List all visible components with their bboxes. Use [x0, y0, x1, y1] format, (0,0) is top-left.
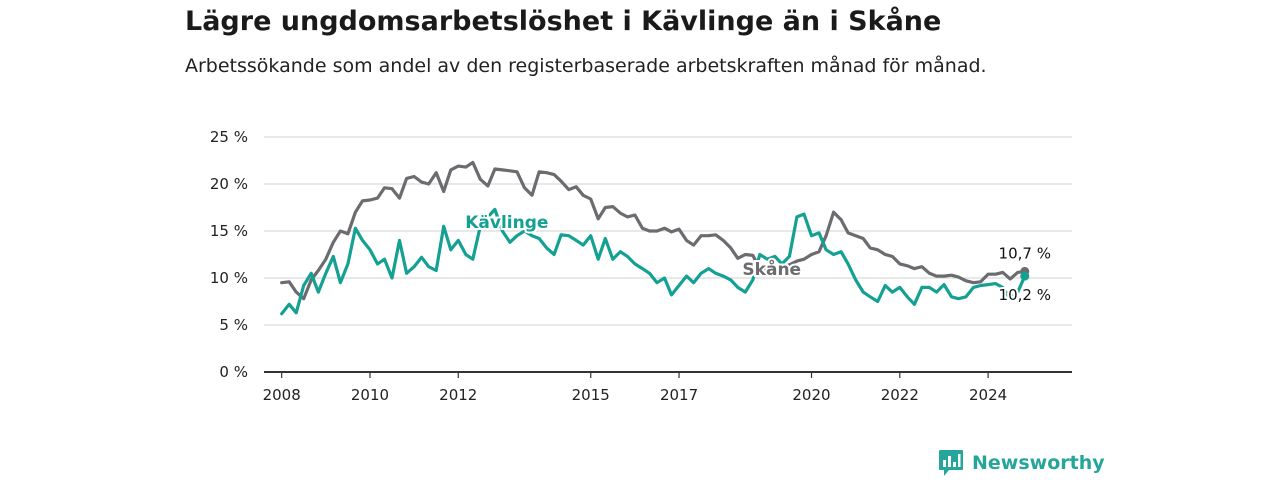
y-tick-label: 0 % — [219, 363, 248, 381]
bar-chart-speech-bubble-icon — [939, 450, 963, 476]
x-tick-label: 2024 — [969, 386, 1007, 404]
y-tick-label: 5 % — [219, 316, 248, 334]
gridlines — [264, 136, 1072, 373]
series-line-skane — [280, 160, 1027, 301]
end-value-label: 10,2 % — [999, 286, 1051, 304]
x-tick-label: 2010 — [351, 386, 389, 404]
series-labels: Kävlinge Skåne 10,7 % 10,2 % — [463, 211, 1053, 306]
x-tick-label: 2015 — [572, 386, 610, 404]
series-line-kavlinge — [280, 207, 1027, 316]
x-tick-label: 2022 — [881, 386, 919, 404]
chart-subtitle: Arbetssökande som andel av den registerb… — [185, 55, 987, 77]
y-tick-label: 10 % — [210, 269, 248, 287]
x-tick-label: 2008 — [263, 386, 301, 404]
series-lines — [280, 160, 1030, 316]
y-tick-label: 20 % — [210, 175, 248, 193]
x-axis-ticks: 2008 2010 2012 2015 2017 2020 2022 2024 — [263, 372, 1007, 404]
end-value-label: 10,7 % — [999, 244, 1051, 262]
series-name-label: Skåne — [742, 258, 801, 280]
y-axis-ticks: 0 % 5 % 10 % 15 % 20 % 25 % — [210, 128, 248, 381]
y-tick-label: 15 % — [210, 222, 248, 240]
x-tick-label: 2012 — [439, 386, 477, 404]
brand-logo: Newsworthy — [938, 449, 1105, 477]
brand-name: Newsworthy — [972, 452, 1105, 474]
chart-title: Lägre ungdomsarbetslöshet i Kävlinge än … — [185, 6, 942, 37]
y-tick-label: 25 % — [210, 128, 248, 146]
end-point-marker — [1020, 271, 1030, 281]
x-tick-label: 2017 — [660, 386, 698, 404]
x-tick-label: 2020 — [792, 386, 830, 404]
series-name-label: Kävlinge — [465, 213, 548, 233]
